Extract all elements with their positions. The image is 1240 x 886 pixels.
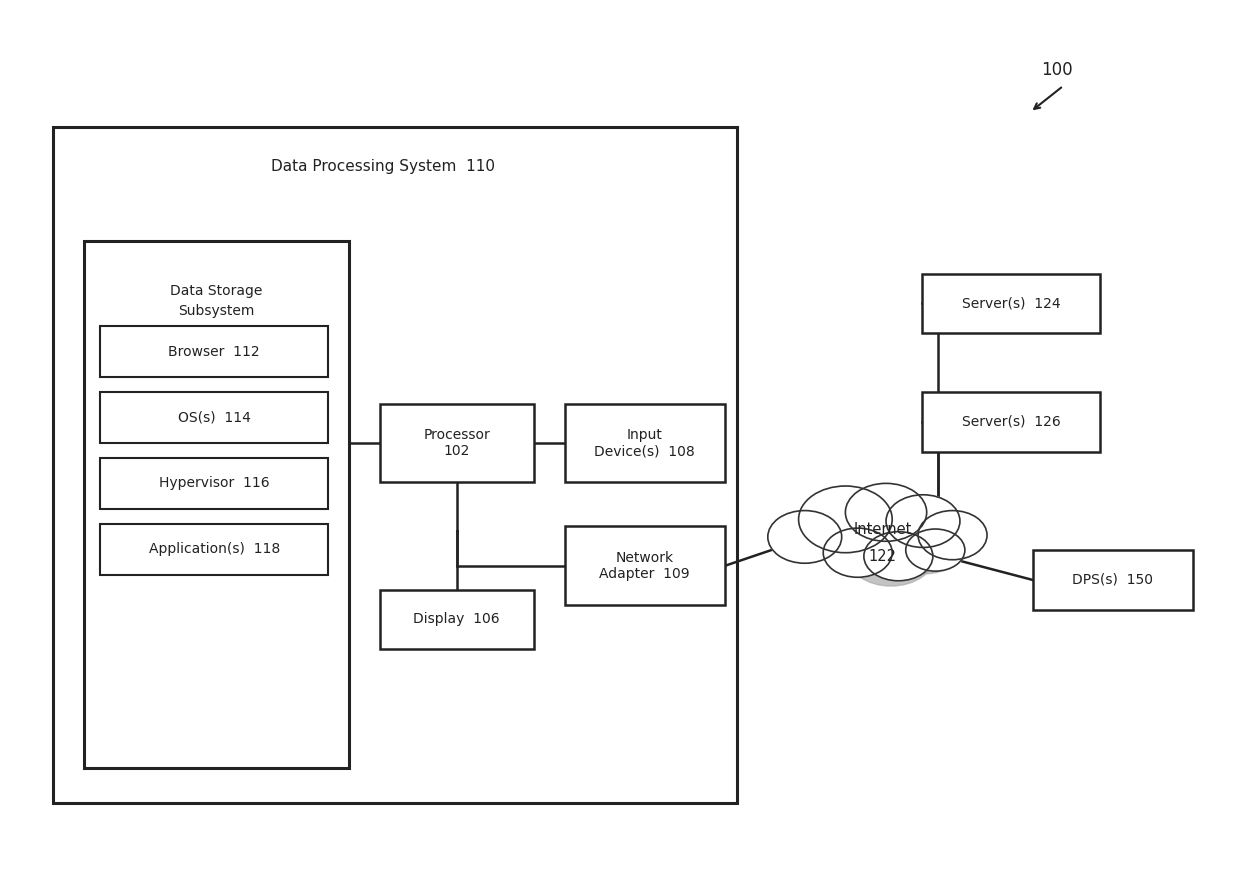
Text: DPS(s)  150: DPS(s) 150 [1073, 573, 1153, 587]
Text: Processor
102: Processor 102 [423, 428, 490, 458]
Bar [379, 589, 533, 649]
Circle shape [846, 484, 926, 541]
Text: Server(s)  124: Server(s) 124 [962, 297, 1060, 310]
Bar [100, 392, 329, 443]
Circle shape [823, 528, 893, 578]
Text: 100: 100 [1042, 61, 1073, 79]
Circle shape [864, 532, 932, 581]
Bar [100, 326, 329, 377]
Text: Application(s)  118: Application(s) 118 [149, 542, 280, 556]
Bar [1033, 550, 1193, 610]
Text: Browser  112: Browser 112 [169, 345, 260, 359]
Circle shape [887, 494, 960, 548]
Text: Display  106: Display 106 [413, 612, 500, 626]
Bar [921, 274, 1100, 333]
Text: Server(s)  126: Server(s) 126 [962, 415, 1060, 429]
Circle shape [799, 486, 893, 553]
Circle shape [768, 510, 842, 563]
Text: Input
Device(s)  108: Input Device(s) 108 [594, 428, 694, 458]
Circle shape [905, 529, 965, 571]
Circle shape [914, 517, 973, 560]
Text: Data Processing System  110: Data Processing System 110 [270, 159, 495, 174]
Text: Data Storage
Subsystem
104: Data Storage Subsystem 104 [170, 284, 263, 339]
Circle shape [889, 521, 962, 574]
Bar [100, 524, 329, 575]
Circle shape [918, 510, 987, 560]
Bar [53, 127, 737, 803]
Bar [921, 392, 1100, 452]
Bar [84, 241, 348, 768]
Bar [379, 403, 533, 483]
Text: Hypervisor  116: Hypervisor 116 [159, 477, 269, 490]
Bar [564, 526, 724, 605]
Text: 122: 122 [868, 548, 897, 563]
Bar [564, 403, 724, 483]
Text: Network
Adapter  109: Network Adapter 109 [599, 551, 689, 581]
Text: Internet: Internet [853, 523, 911, 538]
Text: OS(s)  114: OS(s) 114 [177, 410, 250, 424]
Circle shape [847, 523, 935, 586]
Bar [100, 458, 329, 509]
